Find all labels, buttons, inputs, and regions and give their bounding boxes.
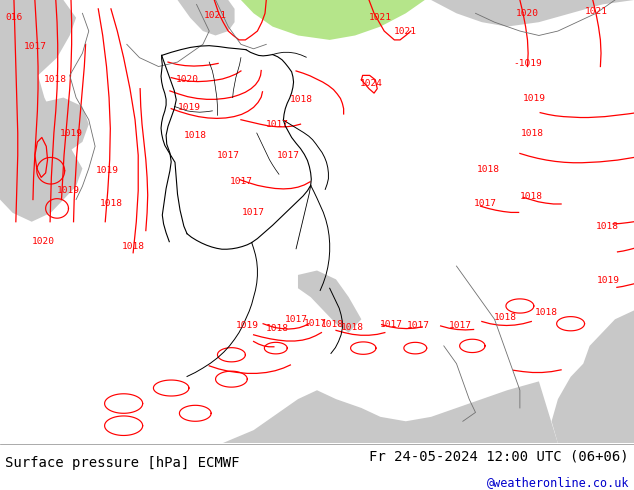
Text: 1017: 1017 xyxy=(242,208,265,218)
Text: 1017: 1017 xyxy=(23,42,46,51)
Text: 1018: 1018 xyxy=(44,75,67,84)
Text: Fr 24-05-2024 12:00 UTC (06+06): Fr 24-05-2024 12:00 UTC (06+06) xyxy=(369,449,629,464)
Text: 1019: 1019 xyxy=(56,186,79,195)
Text: 1020: 1020 xyxy=(176,75,199,84)
Text: 1018: 1018 xyxy=(596,221,619,231)
Text: 1021: 1021 xyxy=(204,11,227,20)
Text: 1018: 1018 xyxy=(122,242,145,250)
Text: 1018: 1018 xyxy=(477,165,500,174)
Polygon shape xyxy=(241,0,425,40)
Text: 1018: 1018 xyxy=(184,131,207,140)
Text: 1018: 1018 xyxy=(290,95,313,104)
Text: -1019: -1019 xyxy=(513,59,542,69)
Text: 1021: 1021 xyxy=(394,26,417,36)
Text: 1018: 1018 xyxy=(520,192,543,200)
Text: 1019: 1019 xyxy=(597,276,620,285)
Text: 1017: 1017 xyxy=(217,151,240,160)
Text: 1021: 1021 xyxy=(585,6,607,16)
Text: 1017: 1017 xyxy=(407,321,430,330)
Text: @weatheronline.co.uk: @weatheronline.co.uk xyxy=(486,476,629,490)
Text: 1017: 1017 xyxy=(304,319,327,328)
Text: 1019: 1019 xyxy=(178,103,200,112)
Polygon shape xyxy=(178,0,235,35)
Polygon shape xyxy=(222,381,558,443)
Polygon shape xyxy=(6,102,44,133)
Text: 1018: 1018 xyxy=(494,313,517,321)
Polygon shape xyxy=(431,0,634,26)
Text: 1018: 1018 xyxy=(266,324,288,333)
Text: 1019: 1019 xyxy=(522,94,545,103)
Text: 1017: 1017 xyxy=(230,177,252,186)
Text: 1019: 1019 xyxy=(60,128,82,138)
Text: Surface pressure [hPa] ECMWF: Surface pressure [hPa] ECMWF xyxy=(5,456,240,470)
Text: 1017: 1017 xyxy=(285,315,308,324)
Text: 1017: 1017 xyxy=(266,120,289,129)
Polygon shape xyxy=(0,0,82,221)
Polygon shape xyxy=(552,311,634,443)
Text: 1018: 1018 xyxy=(100,199,122,208)
Text: 1017: 1017 xyxy=(474,199,496,208)
Text: 1021: 1021 xyxy=(369,13,392,22)
Text: 016: 016 xyxy=(5,13,23,22)
Text: 1018: 1018 xyxy=(521,128,544,138)
Text: 1017: 1017 xyxy=(449,321,472,330)
Polygon shape xyxy=(0,0,76,98)
Text: 1020: 1020 xyxy=(516,9,539,18)
Text: 1017: 1017 xyxy=(380,320,403,329)
Polygon shape xyxy=(19,98,89,164)
Text: 1024: 1024 xyxy=(359,79,382,88)
Text: 1020: 1020 xyxy=(32,237,55,246)
Text: 1018: 1018 xyxy=(340,323,363,332)
Text: 1018: 1018 xyxy=(535,308,558,317)
Text: 1017: 1017 xyxy=(277,151,300,160)
Text: 1019: 1019 xyxy=(236,321,259,330)
Text: 1018: 1018 xyxy=(321,320,344,329)
Polygon shape xyxy=(298,270,361,333)
Text: 1019: 1019 xyxy=(96,166,119,175)
